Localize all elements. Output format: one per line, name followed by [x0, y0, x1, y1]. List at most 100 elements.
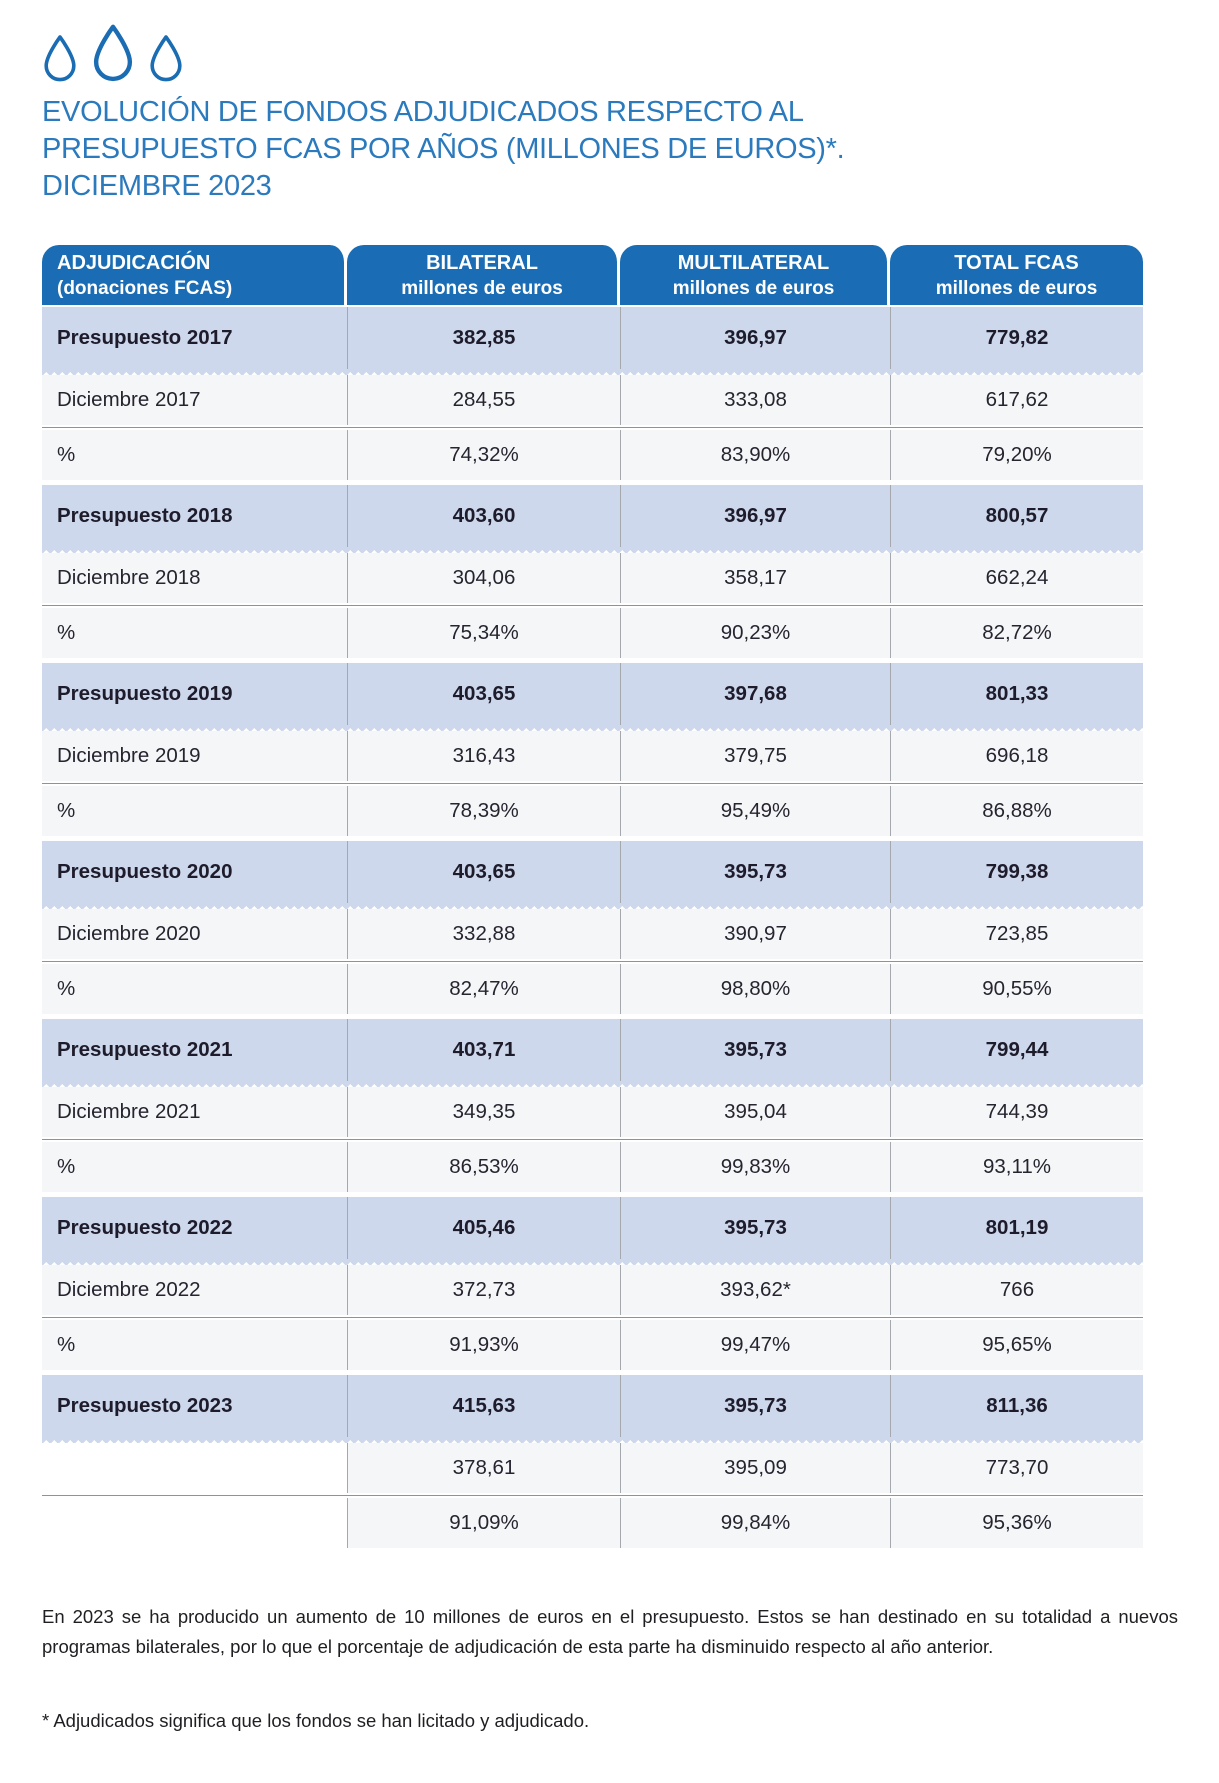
table-row-diciembre-2017: Diciembre 2017 284,55 333,08 617,62: [42, 375, 1143, 425]
multilateral-value: 83,90%: [620, 430, 890, 480]
bilateral-value: 284,55: [347, 375, 620, 425]
title-line: DICIEMBRE 2023: [42, 170, 272, 202]
total-value: 93,11%: [890, 1142, 1143, 1192]
bilateral-value: 91,09%: [347, 1498, 620, 1548]
torn-edge: [42, 725, 1143, 731]
row-divider: [42, 427, 1143, 428]
torn-edge: [42, 1437, 1143, 1443]
title-line: PRESUPUESTO FCAS POR AÑOS (MILLONES DE E…: [42, 133, 845, 165]
column-title: BILATERAL: [426, 251, 538, 274]
bilateral-value: 378,61: [347, 1443, 620, 1493]
table-header-row: ADJUDICACIÓN (donaciones FCAS) BILATERAL…: [42, 245, 1143, 305]
row-label: Diciembre 2020: [42, 909, 347, 959]
bilateral-value: 372,73: [347, 1265, 620, 1315]
multilateral-value: 397,68: [620, 663, 890, 725]
total-value: 811,36: [890, 1375, 1143, 1437]
row-label-empty: [42, 1498, 347, 1548]
total-value: 766: [890, 1265, 1143, 1315]
torn-edge: [42, 903, 1143, 909]
total-value: 696,18: [890, 731, 1143, 781]
bilateral-value: 304,06: [347, 553, 620, 603]
torn-edge: [42, 547, 1143, 553]
bilateral-value: 405,46: [347, 1197, 620, 1259]
bilateral-value: 403,60: [347, 485, 620, 547]
row-label: %: [42, 964, 347, 1014]
total-value: 617,62: [890, 375, 1143, 425]
row-divider: [42, 1139, 1143, 1140]
table-row-porcentaje-2017: % 74,32% 83,90% 79,20%: [42, 430, 1143, 480]
table-row-diciembre-2021: Diciembre 2021 349,35 395,04 744,39: [42, 1087, 1143, 1137]
multilateral-value: 358,17: [620, 553, 890, 603]
column-subtitle: millones de euros: [935, 277, 1098, 299]
total-value: 800,57: [890, 485, 1143, 547]
asterisk-footnote: * Adjudicados significa que los fondos s…: [42, 1710, 590, 1731]
multilateral-value: 379,75: [620, 731, 890, 781]
table-row-presupuesto-2022: Presupuesto 2022 405,46 395,73 801,19: [42, 1197, 1143, 1259]
bilateral-value: 403,65: [347, 663, 620, 725]
row-label: Diciembre 2021: [42, 1087, 347, 1137]
row-divider: [42, 605, 1143, 606]
total-value: 90,55%: [890, 964, 1143, 1014]
table-row-diciembre-2020: Diciembre 2020 332,88 390,97 723,85: [42, 909, 1143, 959]
table-row-diciembre-2022: Diciembre 2022 372,73 393,62* 766: [42, 1265, 1143, 1315]
row-label: %: [42, 786, 347, 836]
total-value: 79,20%: [890, 430, 1143, 480]
table-row-diciembre-2019: Diciembre 2019 316,43 379,75 696,18: [42, 731, 1143, 781]
row-label: Diciembre 2022: [42, 1265, 347, 1315]
torn-edge: [42, 1081, 1143, 1087]
table-row-diciembre-2023: 378,61 395,09 773,70: [42, 1443, 1143, 1493]
water-drop-icon: [93, 24, 133, 82]
row-label: Presupuesto 2017: [42, 307, 347, 369]
bilateral-value: 75,34%: [347, 608, 620, 658]
multilateral-value: 390,97: [620, 909, 890, 959]
total-value: 744,39: [890, 1087, 1143, 1137]
column-title: TOTAL FCAS: [954, 251, 1079, 274]
bilateral-value: 403,71: [347, 1019, 620, 1081]
row-label: %: [42, 608, 347, 658]
row-label: Presupuesto 2020: [42, 841, 347, 903]
table-row-diciembre-2018: Diciembre 2018 304,06 358,17 662,24: [42, 553, 1143, 603]
row-label: Diciembre 2018: [42, 553, 347, 603]
row-label: Presupuesto 2021: [42, 1019, 347, 1081]
column-header-multilateral: MULTILATERAL millones de euros: [620, 245, 890, 305]
total-value: 801,19: [890, 1197, 1143, 1259]
water-drop-icon: [44, 35, 76, 82]
table-row-presupuesto-2023: Presupuesto 2023 415,63 395,73 811,36: [42, 1375, 1143, 1437]
row-label: Presupuesto 2018: [42, 485, 347, 547]
bilateral-value: 349,35: [347, 1087, 620, 1137]
multilateral-value: 396,97: [620, 307, 890, 369]
row-divider: [42, 783, 1143, 784]
column-title: MULTILATERAL: [677, 251, 830, 274]
multilateral-value: 395,73: [620, 1375, 890, 1437]
bilateral-value: 415,63: [347, 1375, 620, 1437]
table-row-porcentaje-2022: % 91,93% 99,47% 95,65%: [42, 1320, 1143, 1370]
multilateral-value: 99,84%: [620, 1498, 890, 1548]
row-label-empty: [42, 1443, 347, 1493]
multilateral-value: 395,73: [620, 841, 890, 903]
column-header-adjudicacion: ADJUDICACIÓN (donaciones FCAS): [42, 245, 347, 305]
multilateral-value: 395,04: [620, 1087, 890, 1137]
total-value: 773,70: [890, 1443, 1143, 1493]
table-row-porcentaje-2020: % 82,47% 98,80% 90,55%: [42, 964, 1143, 1014]
total-value: 95,65%: [890, 1320, 1143, 1370]
table-row-porcentaje-2023: 91,09% 99,84% 95,36%: [42, 1498, 1143, 1548]
multilateral-value: 98,80%: [620, 964, 890, 1014]
multilateral-value: 99,47%: [620, 1320, 890, 1370]
multilateral-value: 95,49%: [620, 786, 890, 836]
multilateral-value: 395,09: [620, 1443, 890, 1493]
water-drop-icon: [150, 35, 182, 82]
column-subtitle: millones de euros: [672, 277, 835, 299]
column-header-bilateral: BILATERAL millones de euros: [347, 245, 620, 305]
bilateral-value: 78,39%: [347, 786, 620, 836]
torn-edge: [42, 1259, 1143, 1265]
row-label: %: [42, 430, 347, 480]
row-divider: [42, 1317, 1143, 1318]
multilateral-value: 395,73: [620, 1019, 890, 1081]
torn-edge: [42, 369, 1143, 375]
water-drops-icon: [42, 22, 1177, 82]
bilateral-value: 82,47%: [347, 964, 620, 1014]
row-label: Presupuesto 2022: [42, 1197, 347, 1259]
total-value: 723,85: [890, 909, 1143, 959]
bilateral-value: 91,93%: [347, 1320, 620, 1370]
multilateral-value: 393,62*: [620, 1265, 890, 1315]
